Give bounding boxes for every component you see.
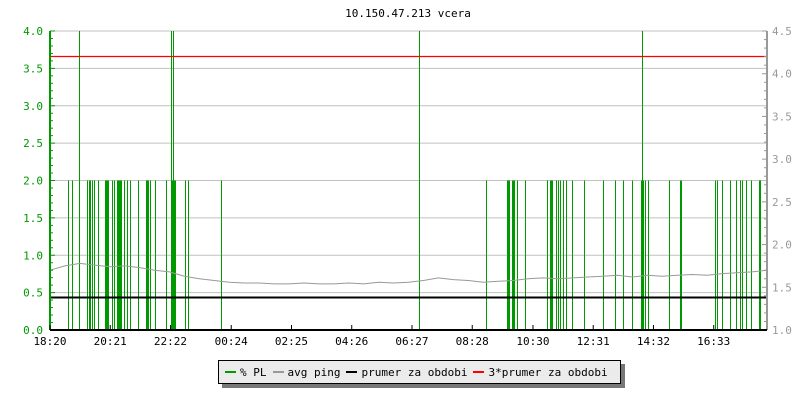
y-left-tick-label: 3.5	[23, 62, 43, 75]
x-tick-label: 08:28	[456, 335, 489, 348]
x-tick-label: 22:22	[154, 335, 187, 348]
y-left-tick-label: 1.5	[23, 212, 43, 225]
y-right-tick-label: 3.5	[772, 110, 792, 123]
x-tick-label: 00:24	[215, 335, 248, 348]
legend-swatch	[272, 371, 284, 373]
legend-swatch	[346, 371, 358, 373]
x-tick-label: 02:25	[275, 335, 308, 348]
legend-label: avg ping	[287, 365, 341, 379]
legend-item: 3*prumer za obdobi	[473, 365, 608, 379]
legend-label: % PL	[240, 365, 267, 379]
x-tick-label: 18:20	[33, 335, 66, 348]
x-tick-label: 12:31	[577, 335, 610, 348]
y-left-tick-label: 3.0	[23, 100, 43, 113]
legend-item: avg ping	[272, 365, 341, 379]
y-left-tick-label: 4.0	[23, 25, 43, 38]
legend-swatch	[225, 371, 236, 373]
legend: % PL avg ping prumer za obdobi 3*prumer za …	[218, 360, 621, 384]
y-left-tick-label: 1.0	[23, 249, 43, 262]
y-left-tick-label: 0.5	[23, 287, 43, 300]
y-right-tick-label: 2.0	[772, 239, 792, 252]
chart-title: 10.150.47.213 vcera	[345, 7, 471, 20]
y-right-tick-label: 4.5	[772, 25, 792, 38]
legend-swatch	[473, 371, 485, 373]
legend-item: prumer za obdobi	[346, 366, 467, 379]
x-tick-label: 06:27	[395, 335, 428, 348]
y-left-tick-label: 0.0	[23, 324, 43, 337]
x-tick-label: 20:21	[94, 335, 127, 348]
avg-ping-line	[49, 262, 768, 285]
y-right-tick-label: 1.5	[772, 281, 792, 294]
y-right-tick-label: 1.0	[772, 324, 792, 337]
y-left-tick-label: 2.0	[23, 175, 43, 188]
legend-label: 3*prumer za obdobi	[488, 365, 608, 379]
x-tick-label: 16:33	[697, 335, 730, 348]
y-left-tick-label: 2.5	[23, 137, 43, 150]
y-right-tick-label: 3.0	[772, 153, 792, 166]
legend-label: prumer za obdobi	[361, 365, 468, 379]
y-right-tick-label: 4.0	[772, 68, 792, 81]
legend-item: % PL	[225, 366, 267, 379]
x-tick-label: 04:26	[335, 335, 368, 348]
y-right-tick-label: 2.5	[772, 196, 792, 209]
x-tick-label: 14:32	[637, 335, 670, 348]
x-tick-label: 10:30	[516, 335, 549, 348]
